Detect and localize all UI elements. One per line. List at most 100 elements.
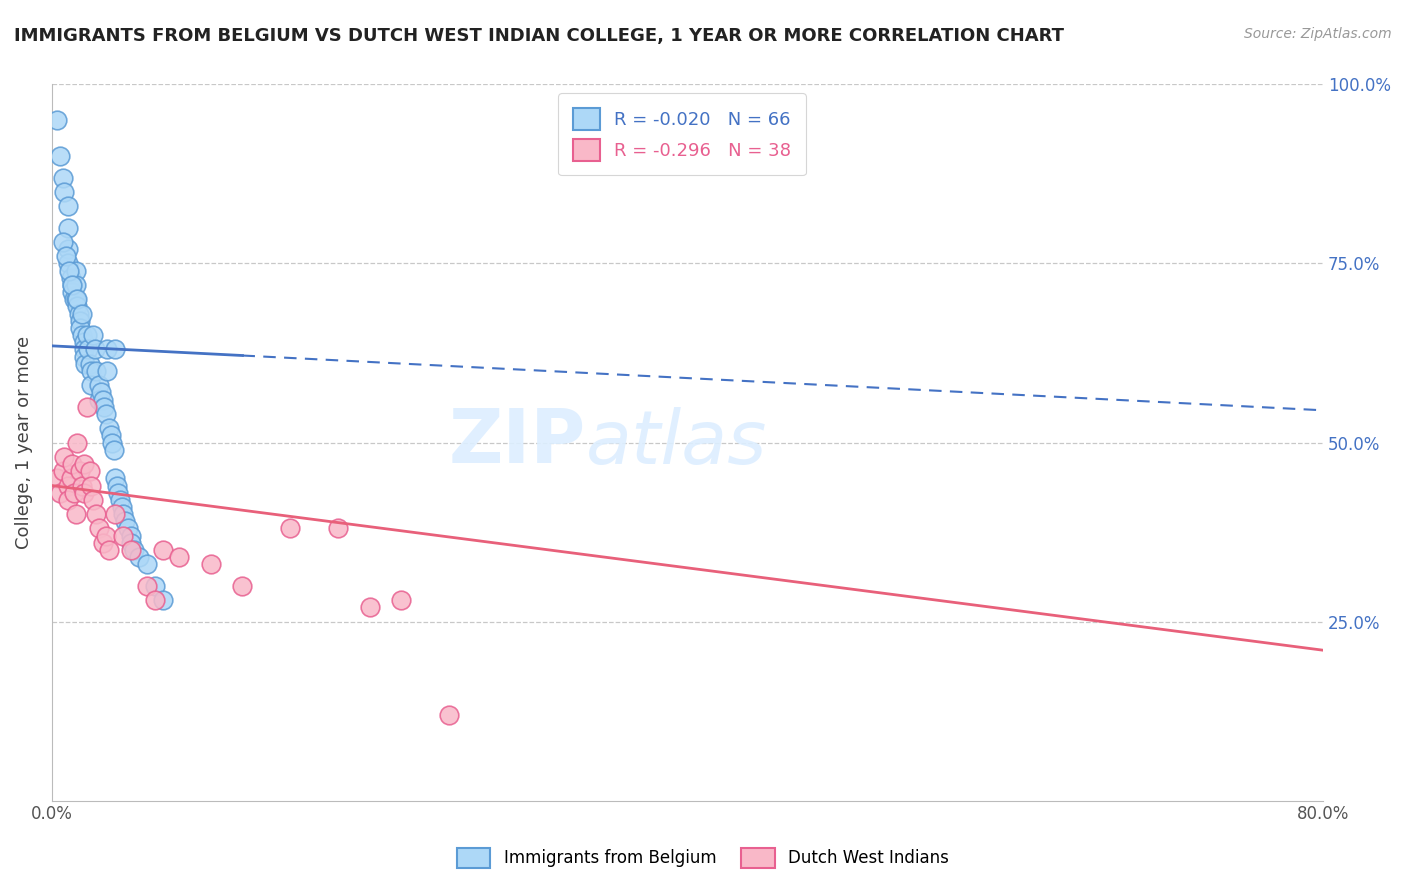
Point — [59, 270, 82, 285]
Point — [93, 400, 115, 414]
Point — [52, 235, 75, 249]
Legend: Immigrants from Belgium, Dutch West Indians: Immigrants from Belgium, Dutch West Indi… — [450, 841, 956, 875]
Point — [62, 457, 84, 471]
Point — [62, 285, 84, 300]
Point — [79, 464, 101, 478]
Point — [96, 343, 118, 357]
Text: IMMIGRANTS FROM BELGIUM VS DUTCH WEST INDIAN COLLEGE, 1 YEAR OR MORE CORRELATION: IMMIGRANTS FROM BELGIUM VS DUTCH WEST IN… — [14, 27, 1064, 45]
Point — [56, 220, 79, 235]
Point — [83, 343, 105, 357]
Point — [143, 593, 166, 607]
Text: atlas: atlas — [586, 407, 768, 478]
Point — [69, 321, 91, 335]
Point — [79, 357, 101, 371]
Point — [112, 507, 135, 521]
Point — [72, 457, 94, 471]
Point — [63, 293, 86, 307]
Point — [120, 543, 142, 558]
Point — [89, 521, 111, 535]
Point — [120, 528, 142, 542]
Point — [124, 543, 146, 558]
Point — [69, 464, 91, 478]
Point — [136, 558, 159, 572]
Point — [152, 593, 174, 607]
Text: ZIP: ZIP — [449, 406, 586, 479]
Point — [89, 378, 111, 392]
Point — [56, 242, 79, 256]
Point — [52, 464, 75, 478]
Point — [103, 442, 125, 457]
Point — [97, 421, 120, 435]
Point — [72, 343, 94, 357]
Point — [53, 185, 76, 199]
Point — [56, 492, 79, 507]
Point — [70, 307, 93, 321]
Point — [96, 364, 118, 378]
Point — [70, 478, 93, 492]
Point — [72, 335, 94, 350]
Point — [69, 314, 91, 328]
Point — [91, 392, 114, 407]
Point — [104, 471, 127, 485]
Point — [200, 558, 222, 572]
Point — [62, 277, 84, 292]
Point — [45, 113, 67, 128]
Point — [62, 277, 84, 292]
Point — [278, 521, 301, 535]
Text: Source: ZipAtlas.com: Source: ZipAtlas.com — [1244, 27, 1392, 41]
Point — [108, 492, 131, 507]
Point — [105, 478, 128, 492]
Point — [65, 293, 87, 307]
Point — [112, 528, 135, 542]
Point — [94, 528, 117, 542]
Point — [63, 485, 86, 500]
Point — [56, 199, 79, 213]
Point — [77, 343, 100, 357]
Point — [66, 435, 89, 450]
Point — [45, 471, 67, 485]
Point — [48, 485, 70, 500]
Point — [94, 407, 117, 421]
Point — [72, 350, 94, 364]
Point — [326, 521, 349, 535]
Point — [90, 385, 112, 400]
Point — [152, 543, 174, 558]
Point — [59, 471, 82, 485]
Point — [120, 536, 142, 550]
Point — [107, 485, 129, 500]
Point — [80, 378, 103, 392]
Legend: R = -0.020   N = 66, R = -0.296   N = 38: R = -0.020 N = 66, R = -0.296 N = 38 — [558, 94, 806, 176]
Point — [82, 328, 104, 343]
Point — [76, 400, 98, 414]
Point — [128, 550, 150, 565]
Point — [75, 357, 97, 371]
Point — [89, 392, 111, 407]
Point — [55, 249, 77, 263]
Point — [84, 507, 107, 521]
Point — [82, 492, 104, 507]
Point — [111, 500, 134, 514]
Y-axis label: College, 1 year or more: College, 1 year or more — [15, 336, 32, 549]
Point — [114, 514, 136, 528]
Point — [52, 170, 75, 185]
Point — [100, 428, 122, 442]
Point — [101, 435, 124, 450]
Point — [56, 256, 79, 270]
Point — [56, 478, 79, 492]
Point — [65, 277, 87, 292]
Point — [66, 293, 89, 307]
Point — [70, 328, 93, 343]
Point — [167, 550, 190, 565]
Point — [136, 579, 159, 593]
Point — [389, 593, 412, 607]
Point — [80, 364, 103, 378]
Point — [104, 343, 127, 357]
Point — [104, 507, 127, 521]
Point — [58, 263, 80, 277]
Point — [53, 450, 76, 464]
Point — [117, 521, 139, 535]
Point — [84, 364, 107, 378]
Point — [67, 307, 90, 321]
Point — [72, 485, 94, 500]
Point — [66, 300, 89, 314]
